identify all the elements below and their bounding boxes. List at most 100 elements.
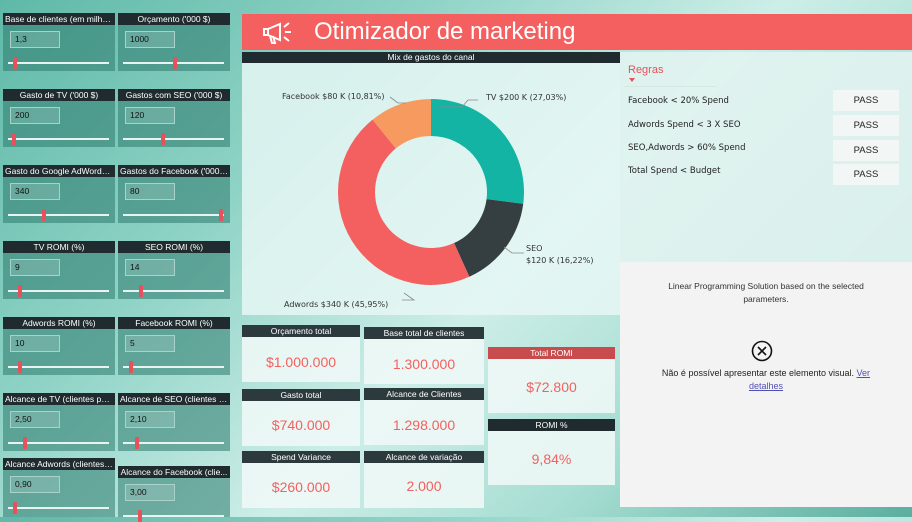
- page-title: Otimizador de marketing: [314, 18, 576, 45]
- slicer-value-input[interactable]: 340: [10, 183, 60, 200]
- slicer-customer-base: Base de clientes (em milhõ... 1,3: [3, 13, 115, 71]
- slicer-title: Orçamento ('000 $): [118, 13, 230, 25]
- slicer-value-input[interactable]: 80: [125, 183, 175, 200]
- slider-track[interactable]: [8, 214, 109, 216]
- caret-down-icon[interactable]: [629, 78, 635, 82]
- slider-thumb[interactable]: [42, 209, 46, 221]
- slicer-facebook-spend: Gastos do Facebook ('000 $) 80: [118, 165, 230, 223]
- slider-track[interactable]: [8, 366, 109, 368]
- slider-thumb[interactable]: [18, 361, 22, 373]
- slider-thumb[interactable]: [18, 285, 22, 297]
- slicer-value-input[interactable]: 0,90: [10, 476, 60, 493]
- close-circle-icon: [751, 340, 773, 362]
- card-total-customers: Base total de clientes 1.300.000: [364, 327, 484, 384]
- slicer-facebook-romi: Facebook ROMI (%) 5: [118, 317, 230, 375]
- slicer-title: Gasto de TV ('000 $): [3, 89, 115, 101]
- slider-track[interactable]: [123, 442, 224, 444]
- slicer-value-input[interactable]: 120: [125, 107, 175, 124]
- slicer-title: Gastos com SEO ('000 $): [118, 89, 230, 101]
- slider-track[interactable]: [123, 366, 224, 368]
- slicer-seo-romi: SEO ROMI (%) 14: [118, 241, 230, 299]
- card-value: $740.000: [271, 417, 331, 433]
- slider-thumb[interactable]: [13, 57, 17, 69]
- channel-mix-chart: Mix de gastos do canal TV $200 K (27,03%…: [242, 52, 620, 315]
- card-value: $260.000: [271, 479, 331, 495]
- card-value: $72.800: [526, 379, 577, 395]
- slicer-tv-spend: Gasto de TV ('000 $) 200: [3, 89, 115, 147]
- slider-thumb[interactable]: [129, 361, 133, 373]
- rule-status: PASS: [833, 90, 899, 111]
- card-spend-variance: Spend Variance $260.000: [242, 451, 360, 508]
- slicer-value-input[interactable]: 9: [10, 259, 60, 276]
- slicer-value-input[interactable]: 14: [125, 259, 175, 276]
- rule-status: PASS: [833, 164, 899, 185]
- slider-thumb[interactable]: [161, 133, 165, 145]
- slider-thumb[interactable]: [135, 437, 139, 449]
- slicer-title: Alcance do Facebook (clie...: [118, 466, 230, 478]
- slicer-tv-romi: TV ROMI (%) 9: [3, 241, 115, 299]
- slider-track[interactable]: [8, 62, 109, 64]
- card-total-spent: Gasto total $740.000: [242, 389, 360, 446]
- error-message: Não é possível apresentar este elemento …: [620, 367, 912, 393]
- slicer-value-input[interactable]: 10: [10, 335, 60, 352]
- donut-slice-facebook[interactable]: [372, 99, 431, 149]
- rule-status: PASS: [833, 115, 899, 136]
- slicer-adwords-romi: Adwords ROMI (%) 10: [3, 317, 115, 375]
- card-customer-reach: Alcance de Clientes 1.298.000: [364, 388, 484, 445]
- slice-label-tv: TV $200 K (27,03%): [485, 93, 566, 102]
- card-label: Spend Variance: [242, 451, 360, 463]
- card-label: Orçamento total: [242, 325, 360, 337]
- slicer-adwords-spend: Gasto do Google AdWords... 340: [3, 165, 115, 223]
- slicer-title: SEO ROMI (%): [118, 241, 230, 253]
- slider-thumb[interactable]: [23, 437, 27, 449]
- card-value: $1.000.000: [265, 354, 337, 370]
- slicer-seo-spend: Gastos com SEO ('000 $) 120: [118, 89, 230, 147]
- card-value: 9,84%: [531, 451, 572, 467]
- slicer-title: Base de clientes (em milhõ...: [3, 13, 115, 25]
- slider-track[interactable]: [123, 138, 224, 140]
- donut-slice-seo[interactable]: [454, 199, 524, 277]
- slider-thumb[interactable]: [13, 502, 17, 514]
- slider-track[interactable]: [123, 290, 224, 292]
- slicer-value-input[interactable]: 1000: [125, 31, 175, 48]
- error-text: Não é possível apresentar este elemento …: [661, 368, 855, 378]
- slider-track[interactable]: [8, 290, 109, 292]
- slicer-title: Gasto do Google AdWords...: [3, 165, 115, 177]
- rule-status: PASS: [833, 140, 899, 161]
- slicer-adwords-reach: Alcance Adwords (clientes ... 0,90: [3, 458, 115, 517]
- slider-thumb[interactable]: [173, 57, 177, 69]
- slicer-value-input[interactable]: 5: [125, 335, 175, 352]
- slice-label-adwords: Adwords $340 K (45,95%): [284, 300, 388, 309]
- card-romi-percent: ROMI % 9,84%: [488, 419, 615, 485]
- slicer-title: Alcance Adwords (clientes ...: [3, 458, 115, 470]
- donut-slice-tv[interactable]: [431, 99, 524, 204]
- slider-thumb[interactable]: [219, 209, 223, 221]
- slicer-title: TV ROMI (%): [3, 241, 115, 253]
- slicer-value-input[interactable]: 3,00: [125, 484, 175, 501]
- rule-label: Adwords Spend < 3 X SEO: [628, 120, 741, 130]
- slider-thumb[interactable]: [139, 285, 143, 297]
- title-bar: Otimizador de marketing: [242, 14, 912, 50]
- slider-track[interactable]: [8, 442, 109, 444]
- slider-track[interactable]: [123, 214, 224, 216]
- slider-track[interactable]: [123, 515, 224, 517]
- slider-track[interactable]: [8, 507, 109, 509]
- slicer-seo-reach: Alcance de SEO (clientes p... 2,10: [118, 393, 230, 451]
- megaphone-icon: [263, 22, 291, 44]
- see-details-link[interactable]: Ver detalhes: [748, 368, 871, 391]
- slicer-value-input[interactable]: 2,10: [125, 411, 175, 428]
- slider-thumb[interactable]: [138, 510, 142, 522]
- card-label: Alcance de variação: [364, 451, 484, 463]
- card-label: Gasto total: [242, 389, 360, 401]
- slicer-title: Facebook ROMI (%): [118, 317, 230, 329]
- donut-chart: TV $200 K (27,03%) SEO $120 K (16,22%) A…: [282, 92, 593, 309]
- slider-thumb[interactable]: [12, 133, 16, 145]
- card-label: ROMI %: [488, 419, 615, 431]
- slider-track[interactable]: [8, 138, 109, 140]
- slicer-value-input[interactable]: 2,50: [10, 411, 60, 428]
- slicer-value-input[interactable]: 1,3: [10, 31, 60, 48]
- rules-divider: [624, 86, 716, 87]
- card-label: Alcance de Clientes: [364, 388, 484, 400]
- donut-slice-adwords[interactable]: [337, 119, 470, 286]
- slicer-value-input[interactable]: 200: [10, 107, 60, 124]
